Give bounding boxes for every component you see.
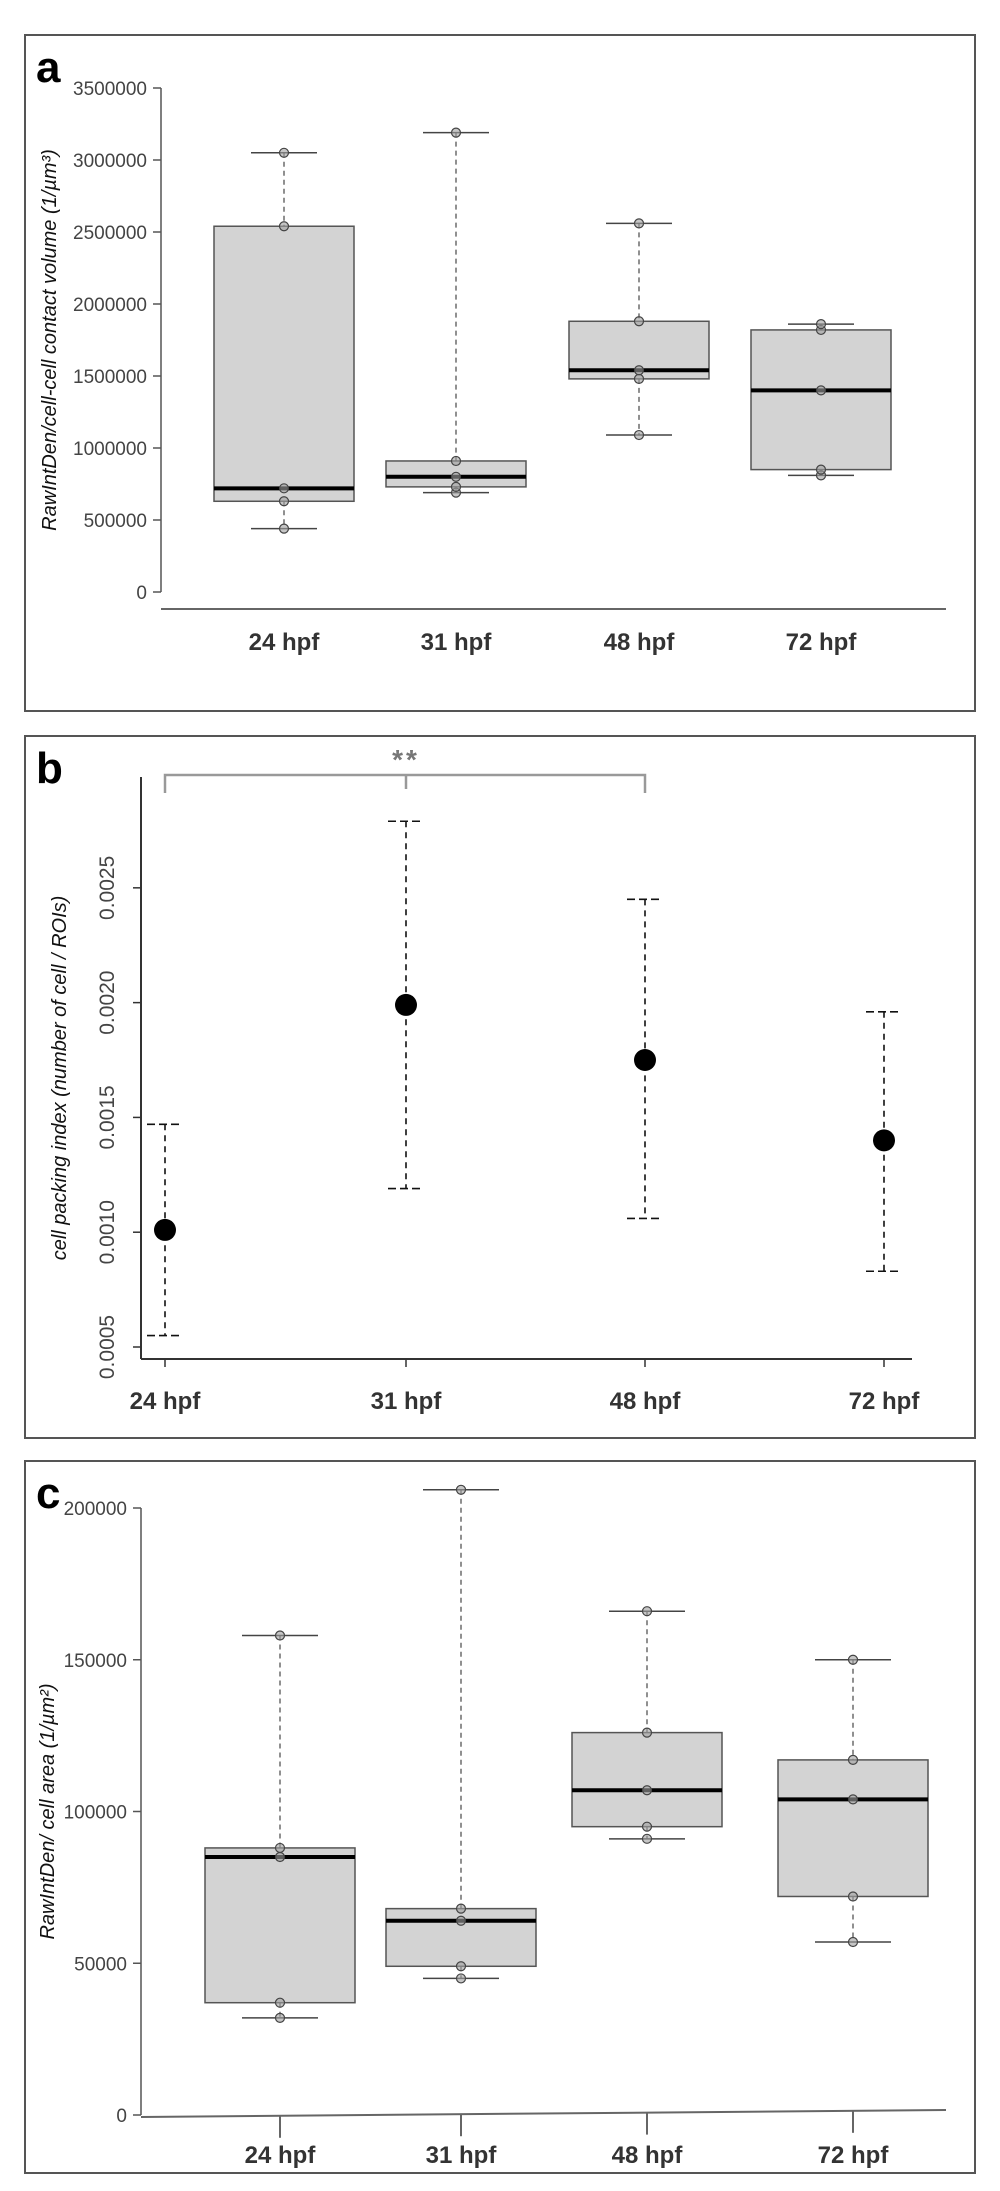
data-point (274, 1630, 286, 1641)
y-axis-label: RawIntDen/ cell area (1/µm²) (37, 1683, 59, 1939)
mean-point (154, 1218, 176, 1241)
data-point (815, 319, 827, 330)
y-tick-label: 100000 (64, 1803, 127, 1824)
data-point (815, 385, 827, 396)
mean-point (395, 993, 417, 1016)
data-point (274, 1851, 286, 1863)
y-tick-label: 0 (136, 583, 147, 604)
x-tick-label: 24 hpf (249, 629, 321, 656)
data-point (278, 523, 290, 534)
iqr-box (750, 329, 892, 471)
data-point (274, 1842, 286, 1854)
panel-label: b (36, 744, 63, 793)
y-axis-label: RawIntDen/cell-cell contact volume (1/µm… (39, 149, 61, 531)
data-point (274, 1997, 286, 2008)
y-tick-label: 1500000 (73, 367, 147, 388)
y-tick-label: 200000 (64, 1499, 127, 1520)
panel-a: a 0 500000 1000000 1500000 2000000 2500000 3000… (24, 34, 976, 712)
iqr-box (213, 225, 355, 503)
data-point (278, 483, 290, 494)
x-tick-label: 72 hpf (849, 1388, 921, 1415)
data-point (450, 455, 462, 467)
data-point (450, 481, 462, 492)
iqr-box (777, 1759, 929, 1898)
x-tick-label: 48 hpf (610, 1388, 682, 1415)
x-tick-label: 24 hpf (245, 2142, 317, 2169)
y-tick-label: 0.0015 (96, 1085, 119, 1149)
data-point (450, 471, 462, 482)
chart-b-error-bar-plot: b 0.0005 0.0010 0.0015 0.0020 0.0025 cell pack… (36, 744, 921, 1415)
data-point (847, 1654, 859, 1665)
data-point (633, 218, 645, 229)
y-tick-label: 2500000 (73, 223, 147, 244)
data-point (455, 1961, 467, 1972)
data-point (641, 1606, 653, 1617)
y-tick-label: 0.0020 (96, 971, 119, 1035)
x-tick-label: 72 hpf (818, 2142, 890, 2169)
y-tick-label: 0.0010 (96, 1200, 119, 1264)
chart-c-box-plot: c 0 50000 100000 150000 200000 RawIntDen/ cell… (36, 1469, 947, 2169)
x-tick-label: 48 hpf (612, 2142, 684, 2169)
y-tick-label: 1000000 (73, 439, 147, 460)
significance-label: ** (392, 744, 420, 775)
data-point (278, 496, 290, 507)
y-tick-label: 3000000 (73, 151, 147, 172)
data-point (450, 127, 462, 138)
x-tick-label: 72 hpf (786, 629, 858, 656)
data-point (455, 1484, 467, 1495)
x-tick-label: 31 hpf (421, 629, 493, 656)
data-point (641, 1821, 653, 1832)
data-point (847, 1794, 859, 1805)
panel-label: a (36, 43, 61, 92)
y-tick-label: 0.0025 (96, 856, 119, 920)
y-tick-label: 2000000 (73, 295, 147, 316)
data-point (274, 2012, 286, 2023)
data-point (815, 464, 827, 475)
y-axis-label: cell packing index (number of cell / ROI… (49, 896, 71, 1261)
data-point (633, 373, 645, 384)
x-tick-label: 48 hpf (604, 629, 676, 656)
iqr-box (571, 1731, 723, 1828)
panel-c: c 0 50000 100000 150000 200000 RawIntDen/ cell… (24, 1460, 976, 2174)
data-point (278, 147, 290, 158)
x-tick-label: 24 hpf (130, 1388, 202, 1415)
data-point (641, 1833, 653, 1844)
y-tick-label: 3500000 (73, 79, 147, 100)
data-point (455, 1915, 467, 1926)
x-tick-label: 31 hpf (426, 2142, 498, 2169)
y-tick-label: 150000 (64, 1651, 127, 1672)
data-point (633, 429, 645, 441)
data-point (847, 1754, 859, 1766)
x-axis (140, 2109, 947, 2118)
iqr-box (204, 1847, 356, 2004)
mean-point (873, 1129, 895, 1152)
chart-a-box-plot: a 0 500000 1000000 1500000 2000000 2500000 3000… (36, 43, 946, 656)
data-point (847, 1936, 859, 1948)
panel-label: c (36, 1469, 60, 1518)
x-tick-label: 31 hpf (371, 1388, 443, 1415)
data-point (641, 1727, 653, 1738)
mean-point (634, 1049, 656, 1072)
data-point (278, 221, 290, 232)
data-point (633, 316, 645, 327)
y-tick-label: 500000 (84, 511, 147, 532)
y-tick-label: 50000 (74, 1954, 127, 1975)
y-tick-label: 0 (116, 2106, 127, 2127)
y-tick-label: 0.0005 (96, 1315, 119, 1379)
data-point (633, 365, 645, 376)
panel-b: b 0.0005 0.0010 0.0015 0.0020 0.0025 cell pack… (24, 735, 976, 1439)
data-point (641, 1785, 653, 1796)
data-point (455, 1903, 467, 1914)
data-point (847, 1891, 859, 1902)
data-point (455, 1973, 467, 1984)
